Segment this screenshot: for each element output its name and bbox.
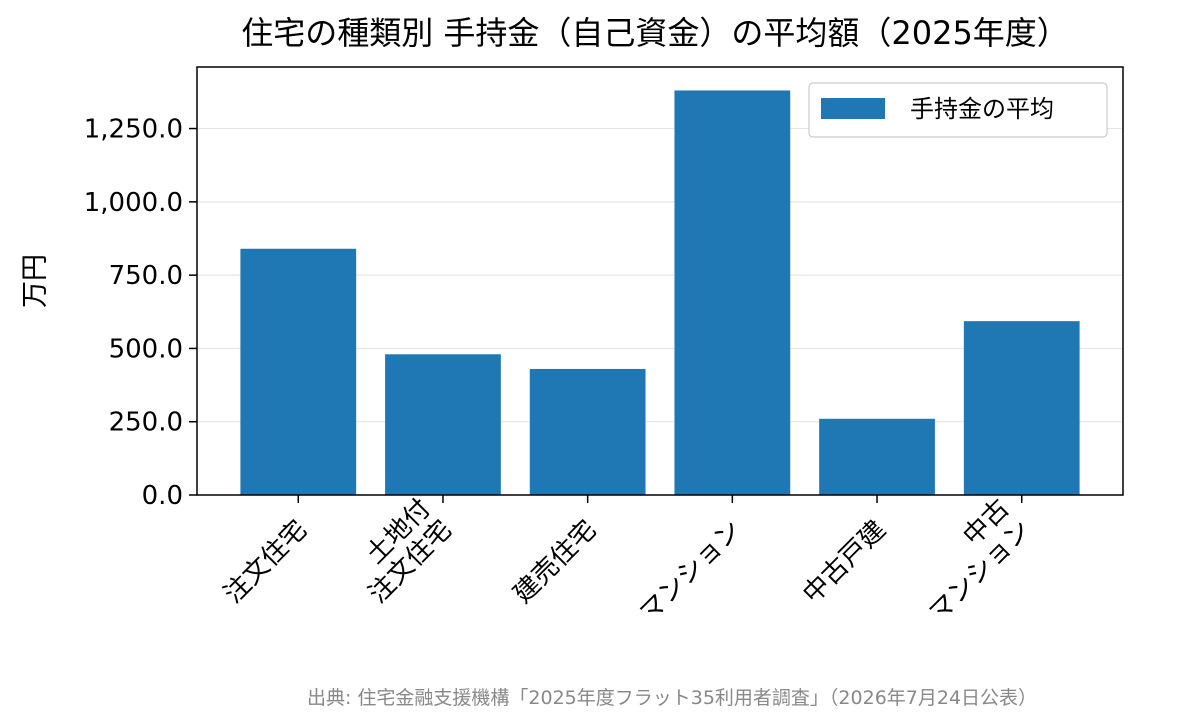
bar [674, 90, 791, 495]
x-axis-ticks: 注文住宅 土地付注文住宅 建売住宅 マンション 中古戸建 中古マンション [218, 494, 1036, 628]
x-tick-label: 土地付注文住宅 [342, 494, 458, 610]
y-axis-title: 万円 [20, 254, 51, 308]
y-tick-label: 1,250.0 [84, 115, 183, 145]
y-tick-label: 250.0 [109, 408, 183, 438]
legend-swatch [821, 98, 885, 119]
x-tick-label: 建売住宅 [508, 515, 603, 610]
x-tick-label: 注文住宅 [218, 515, 313, 610]
chart-title: 住宅の種類別 手持金（自己資金）の平均額（2025年度） [241, 14, 1069, 52]
x-tick-label: 中古マンション [902, 494, 1036, 628]
y-axis-ticks: 0.0 250.0 500.0 750.0 1,000.0 1,250.0 [84, 115, 197, 511]
y-tick-label: 0.0 [142, 481, 183, 511]
source-note: 出典: 住宅金融支援機構「2025年度フラット35利用者調査」（2026年7月2… [307, 687, 1037, 709]
y-tick-label: 1,000.0 [84, 188, 183, 218]
x-tick-label-line: 中古戸建 [797, 515, 892, 610]
bar [385, 354, 501, 495]
x-tick-label: 中古戸建 [797, 515, 892, 610]
x-tick-label-line: 注文住宅 [218, 515, 313, 610]
bars [240, 90, 1080, 495]
legend: 手持金の平均 [808, 82, 1108, 138]
x-tick-label-line: 建売住宅 [508, 515, 603, 610]
x-tick-label-line: マンション [634, 515, 747, 628]
x-tick-label: マンション [634, 515, 747, 628]
y-tick-label: 750.0 [109, 261, 183, 291]
y-tick-label: 500.0 [109, 334, 183, 364]
legend-label: 手持金の平均 [910, 95, 1054, 123]
bar [240, 248, 357, 495]
plot-frame [196, 66, 1124, 496]
bar [529, 368, 646, 495]
bar [819, 418, 935, 495]
legend-box [808, 82, 1108, 138]
bar [963, 321, 1080, 495]
